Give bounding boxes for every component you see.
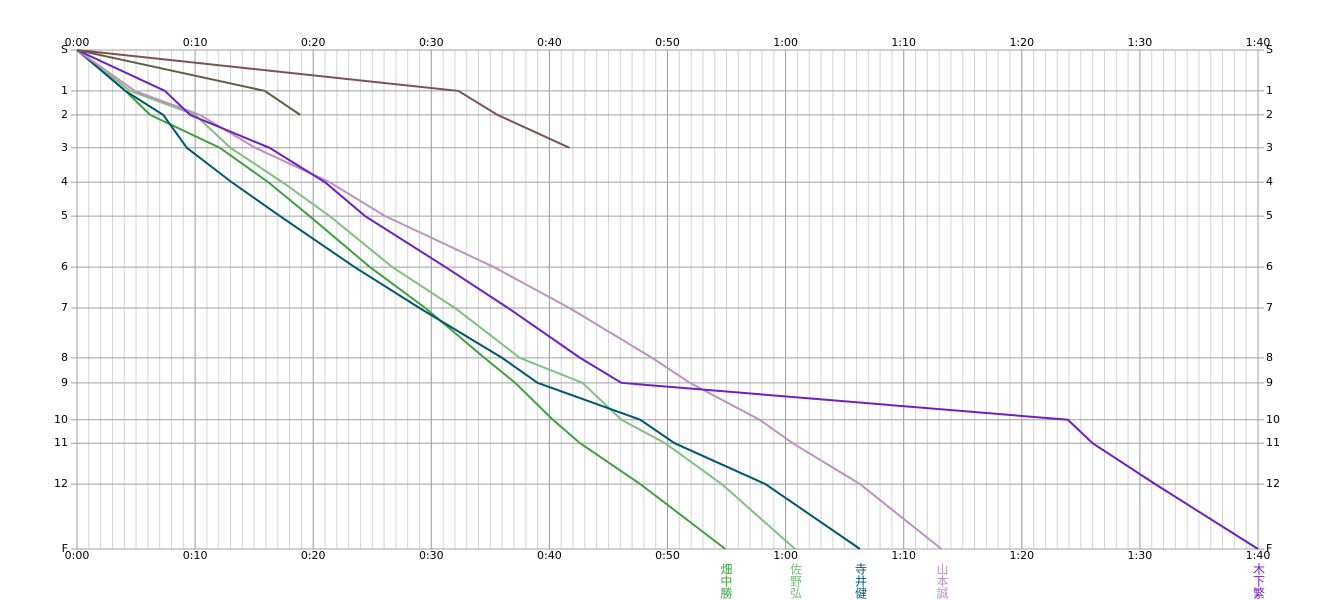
x-tick-label: 0:50 — [655, 549, 680, 562]
y-tick-label: 1 — [1266, 84, 1273, 97]
y-tick-label: 9 — [1266, 376, 1273, 389]
y-tick-label: 3 — [1266, 141, 1273, 154]
y-tick-label: 6 — [1266, 260, 1273, 273]
x-tick-label: 1:00 — [773, 36, 798, 49]
x-tick-label: 1:10 — [891, 549, 916, 562]
y-tick-label: 9 — [61, 376, 68, 389]
x-tick-label: 0:20 — [301, 549, 326, 562]
x-tick-label: 1:20 — [1009, 36, 1034, 49]
y-tick-label: 2 — [61, 108, 68, 121]
y-tick-label: 1 — [61, 84, 68, 97]
series-line — [76, 49, 570, 149]
x-tick-label: 1:10 — [891, 36, 916, 49]
y-tick-label: F — [62, 542, 68, 555]
y-tick-label: 12 — [54, 477, 68, 490]
y-tick-label: 5 — [1266, 209, 1273, 222]
y-tick-label: 7 — [1266, 301, 1273, 314]
x-tick-label: 0:10 — [183, 549, 208, 562]
y-tick-label: F — [1266, 542, 1272, 555]
series-line — [76, 49, 726, 550]
series-line — [76, 49, 796, 550]
x-tick-label: 1:20 — [1009, 549, 1034, 562]
series-name: 寺井健 — [854, 563, 868, 599]
x-tick-label: 0:00 — [65, 549, 90, 562]
series-name: 木下繁 — [1252, 563, 1266, 600]
y-tick-label: 2 — [1266, 108, 1273, 121]
y-tick-label: S — [61, 43, 68, 56]
x-tick-label: 0:00 — [65, 36, 90, 49]
series-line — [76, 49, 861, 550]
series-name: 山本誠 — [935, 563, 949, 600]
y-tick-label: 6 — [61, 260, 68, 273]
y-tick-label: 10 — [1266, 413, 1280, 426]
x-tick-label: 0:50 — [655, 36, 680, 49]
x-tick-label: 1:40 — [1246, 549, 1271, 562]
y-tick-label: 7 — [61, 301, 68, 314]
y-tick-label: 11 — [54, 436, 68, 449]
y-tick-label: 12 — [1266, 477, 1280, 490]
series-line — [76, 49, 301, 116]
series-line — [76, 49, 943, 550]
x-tick-label: 0:30 — [419, 36, 444, 49]
x-tick-label: 0:40 — [537, 549, 562, 562]
y-tick-label: 4 — [1266, 175, 1273, 188]
x-tick-label: 0:40 — [537, 36, 562, 49]
y-tick-label: 4 — [61, 175, 68, 188]
x-tick-label: 0:30 — [419, 549, 444, 562]
x-tick-label: 0:10 — [183, 36, 208, 49]
series-name: 畑中勝 — [719, 563, 733, 599]
series-name: 佐野弘 — [789, 563, 803, 599]
y-tick-label: 8 — [1266, 351, 1273, 364]
x-tick-label: 1:00 — [773, 549, 798, 562]
y-tick-label: 11 — [1266, 436, 1280, 449]
x-tick-label: 1:30 — [1128, 36, 1153, 49]
x-tick-label: 1:30 — [1128, 549, 1153, 562]
x-tick-label: 1:40 — [1246, 36, 1271, 49]
series-line — [76, 49, 1259, 550]
y-tick-label: 3 — [61, 141, 68, 154]
x-tick-label: 0:20 — [301, 36, 326, 49]
y-tick-label: 10 — [54, 413, 68, 426]
y-tick-label: 8 — [61, 351, 68, 364]
y-tick-label: S — [1266, 43, 1273, 56]
y-tick-label: 5 — [61, 209, 68, 222]
